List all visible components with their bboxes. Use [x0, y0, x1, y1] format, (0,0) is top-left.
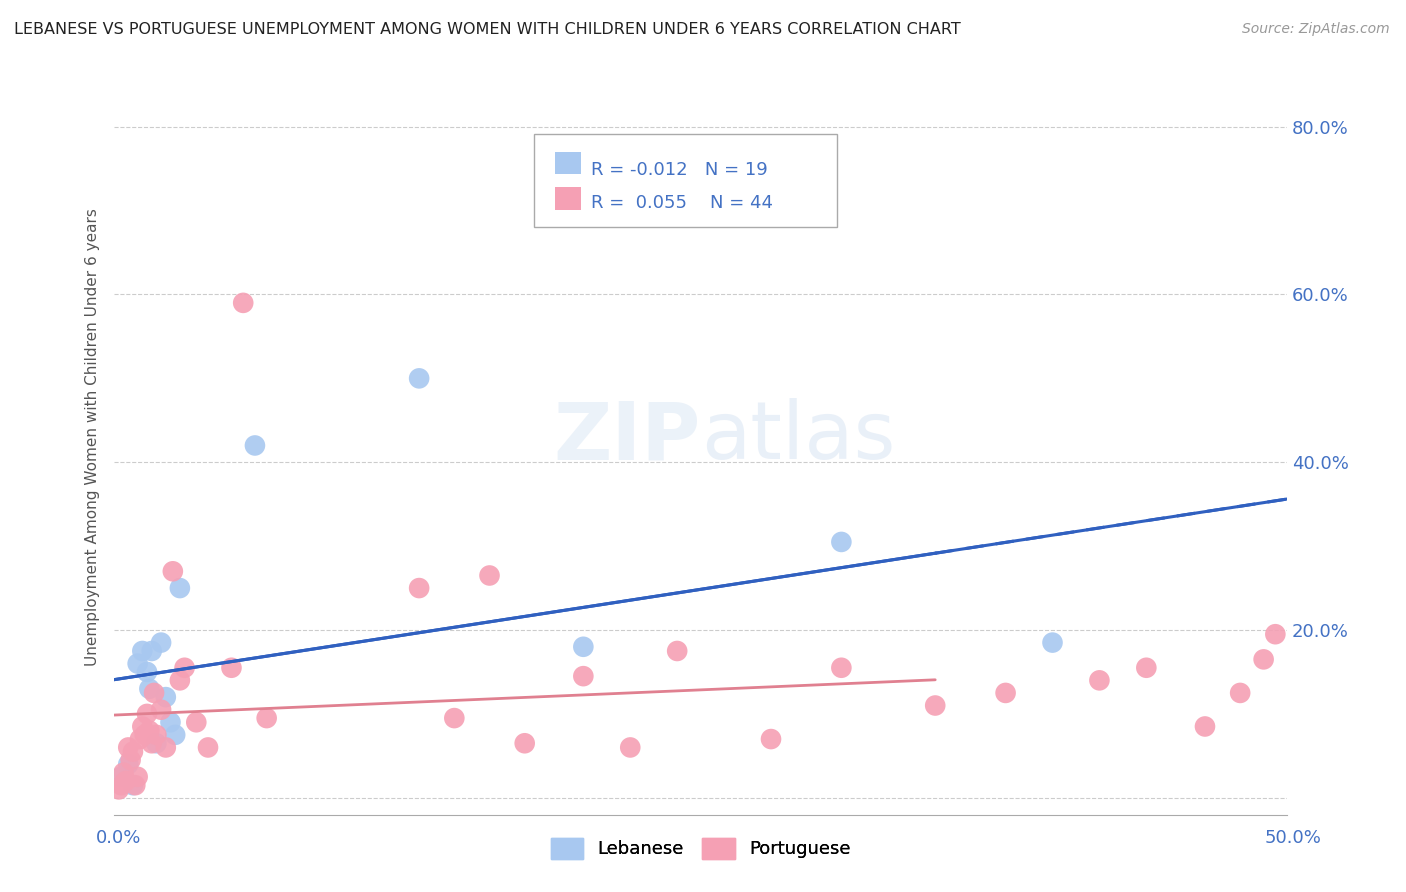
Point: [232, 296, 254, 310]
Point: [1088, 673, 1111, 688]
Point: [1135, 661, 1157, 675]
Point: [169, 581, 191, 595]
Point: [197, 740, 219, 755]
Point: [117, 757, 139, 772]
Point: [830, 535, 852, 549]
Point: [1229, 686, 1251, 700]
Point: [138, 723, 160, 738]
Point: [169, 673, 191, 688]
Point: [443, 711, 465, 725]
Point: [131, 719, 153, 733]
Point: [120, 753, 142, 767]
Point: [141, 736, 163, 750]
Point: [131, 644, 153, 658]
Point: [162, 564, 184, 578]
Point: [136, 706, 159, 721]
Point: [110, 770, 132, 784]
Point: [924, 698, 946, 713]
Point: [1264, 627, 1286, 641]
Point: [134, 728, 156, 742]
Point: [165, 728, 187, 742]
Point: [145, 728, 167, 742]
Point: [117, 740, 139, 755]
Point: [122, 745, 145, 759]
Point: [513, 736, 536, 750]
Point: [256, 711, 278, 725]
Point: [408, 371, 430, 385]
Point: [619, 740, 641, 755]
Point: [408, 581, 430, 595]
Point: [127, 770, 149, 784]
Point: [572, 640, 595, 654]
Point: [173, 661, 195, 675]
Point: [150, 635, 173, 649]
Point: [129, 732, 152, 747]
Point: [138, 681, 160, 696]
Text: R =  0.055    N = 44: R = 0.055 N = 44: [591, 194, 772, 211]
Text: 0.0%: 0.0%: [96, 829, 141, 847]
Point: [108, 782, 131, 797]
Text: ZIP: ZIP: [554, 398, 700, 476]
Point: [127, 657, 149, 671]
Point: [141, 644, 163, 658]
Point: [143, 686, 166, 700]
Point: [150, 703, 173, 717]
Y-axis label: Unemployment Among Women with Children Under 6 years: Unemployment Among Women with Children U…: [86, 208, 100, 666]
Text: Source: ZipAtlas.com: Source: ZipAtlas.com: [1241, 22, 1389, 37]
Point: [155, 740, 177, 755]
Point: [124, 778, 146, 792]
Point: [1253, 652, 1275, 666]
Point: [186, 715, 208, 730]
Point: [110, 778, 132, 792]
Text: LEBANESE VS PORTUGUESE UNEMPLOYMENT AMONG WOMEN WITH CHILDREN UNDER 6 YEARS CORR: LEBANESE VS PORTUGUESE UNEMPLOYMENT AMON…: [14, 22, 960, 37]
Point: [122, 778, 145, 792]
Point: [115, 774, 138, 789]
Point: [221, 661, 243, 675]
Text: atlas: atlas: [700, 398, 896, 476]
Point: [572, 669, 595, 683]
Point: [830, 661, 852, 675]
Point: [666, 644, 689, 658]
Point: [759, 732, 782, 747]
Legend: Lebanese, Portuguese: Lebanese, Portuguese: [544, 830, 858, 866]
Text: R = -0.012   N = 19: R = -0.012 N = 19: [591, 161, 768, 179]
Point: [1042, 635, 1064, 649]
Point: [145, 736, 167, 750]
Point: [478, 568, 501, 582]
Text: 50.0%: 50.0%: [1265, 829, 1322, 847]
Point: [112, 765, 135, 780]
Point: [155, 690, 177, 705]
Point: [243, 438, 266, 452]
Point: [159, 715, 181, 730]
Point: [1194, 719, 1216, 733]
Point: [994, 686, 1017, 700]
Point: [136, 665, 159, 679]
